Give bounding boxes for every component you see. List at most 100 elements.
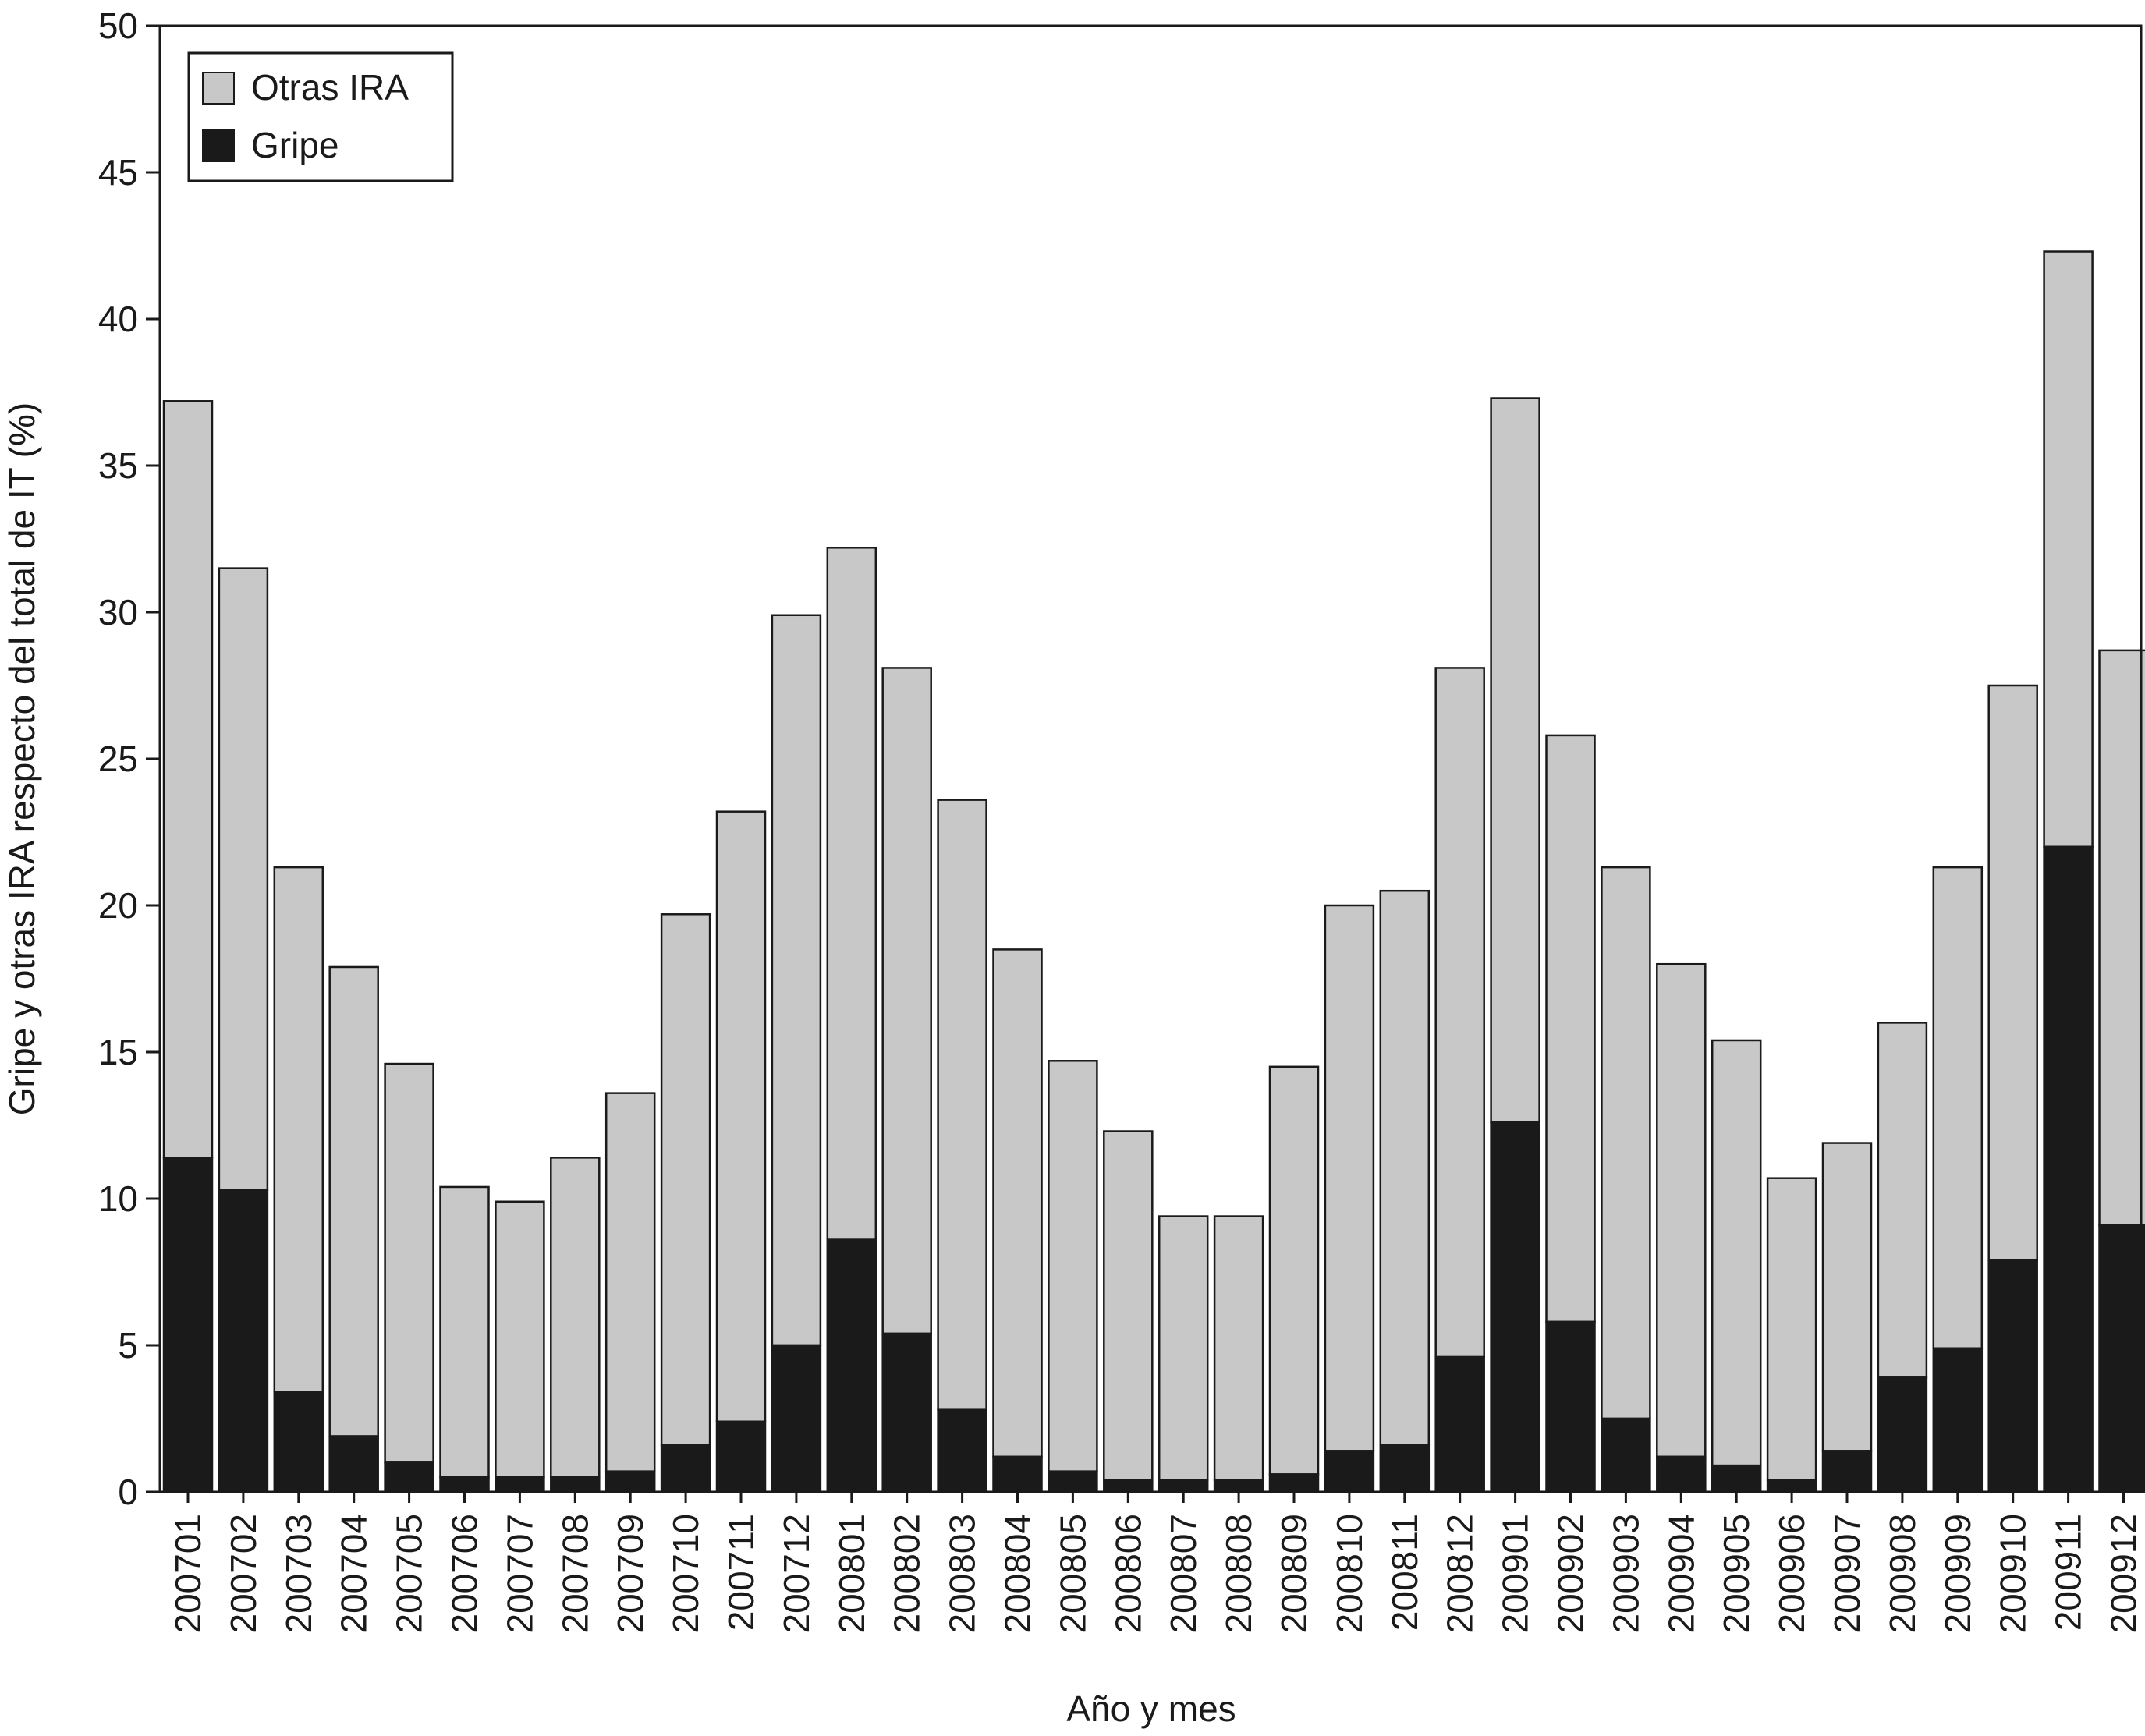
x-tick-label-200912: 200912 <box>2104 1514 2144 1634</box>
y-tick-label-25: 25 <box>98 739 138 779</box>
bar-gripe-200711 <box>715 1420 767 1493</box>
x-tick-label-200704: 200704 <box>334 1514 374 1634</box>
x-tick-label-200901: 200901 <box>1495 1514 1536 1634</box>
x-axis-label: Año y mes <box>1066 1688 1236 1729</box>
bar-gripe-200911 <box>2043 845 2094 1493</box>
bar-otras-ira-200909 <box>1932 866 1984 1350</box>
x-tick-label-200809: 200809 <box>1274 1514 1314 1634</box>
y-tick-label-45: 45 <box>98 152 138 193</box>
x-tick-label-200906: 200906 <box>1771 1514 1812 1634</box>
legend-label-gripe: Gripe <box>251 125 339 165</box>
bar-gripe-200904 <box>1656 1455 1707 1493</box>
bar-gripe-200801 <box>826 1238 878 1493</box>
x-tick-label-200804: 200804 <box>998 1514 1038 1634</box>
bar-otras-ira-200903 <box>1601 866 1651 1420</box>
bar-otras-ira-200703 <box>273 866 324 1394</box>
bar-otras-ira-200708 <box>550 1157 601 1479</box>
x-tick-label-200910: 200910 <box>1993 1514 2033 1634</box>
x-tick-label-200812: 200812 <box>1440 1514 1480 1634</box>
bar-otras-ira-200901 <box>1490 397 1540 1124</box>
x-tick-label-200711: 200711 <box>721 1514 761 1631</box>
y-tick-label-5: 5 <box>118 1325 138 1366</box>
bar-gripe-200701 <box>162 1157 214 1493</box>
x-tick-label-200905: 200905 <box>1716 1514 1757 1634</box>
x-tick-label-200802: 200802 <box>887 1514 927 1634</box>
bar-otras-ira-200910 <box>1987 684 2038 1262</box>
bar-otras-ira-200907 <box>1821 1142 1873 1452</box>
legend-swatch-otras-ira <box>202 72 235 105</box>
bar-gripe-200706 <box>439 1476 490 1493</box>
bar-otras-ira-200807 <box>1158 1215 1209 1482</box>
x-tick-label-200808: 200808 <box>1218 1514 1259 1634</box>
bar-otras-ira-200810 <box>1324 904 1375 1452</box>
x-tick-label-200712: 200712 <box>776 1514 817 1634</box>
bar-gripe-200909 <box>1932 1347 1984 1493</box>
y-tick-label-40: 40 <box>98 299 138 339</box>
bar-otras-ira-200804 <box>992 948 1043 1458</box>
x-tick-label-200801: 200801 <box>831 1514 872 1634</box>
x-tick-label-200706: 200706 <box>445 1514 485 1634</box>
bar-otras-ira-200704 <box>328 965 379 1437</box>
y-axis: 0 5 10 15 20 25 30 35 40 45 50 <box>98 5 160 1512</box>
x-tick-label-200810: 200810 <box>1329 1514 1370 1634</box>
bar-gripe-200907 <box>1821 1450 1873 1493</box>
bar-otras-ira-200912 <box>2098 649 2145 1227</box>
bar-gripe-200804 <box>992 1455 1043 1493</box>
bar-otras-ira-200811 <box>1379 889 1431 1447</box>
bar-gripe-200902 <box>1545 1320 1596 1493</box>
bar-gripe-200811 <box>1379 1444 1431 1493</box>
bar-otras-ira-200806 <box>1103 1130 1154 1482</box>
y-tick-label-15: 15 <box>98 1032 138 1072</box>
x-tick-label-200807: 200807 <box>1163 1514 1204 1634</box>
x-tick-label-200911: 200911 <box>2048 1514 2089 1631</box>
x-tick-label-200907: 200907 <box>1827 1514 1867 1634</box>
bar-otras-ira-200801 <box>826 547 878 1241</box>
y-tick-label-20: 20 <box>98 885 138 926</box>
bar-otras-ira-200707 <box>495 1200 545 1479</box>
bar-gripe-200704 <box>328 1435 379 1493</box>
y-tick-label-10: 10 <box>98 1178 138 1219</box>
bar-gripe-200708 <box>550 1476 601 1493</box>
bar-gripe-200702 <box>218 1189 269 1493</box>
bar-otras-ira-200803 <box>937 799 987 1411</box>
bar-otras-ira-200908 <box>1877 1022 1928 1379</box>
bar-gripe-200808 <box>1213 1479 1264 1493</box>
y-tick-label-0: 0 <box>118 1472 138 1512</box>
x-tick-label-200806: 200806 <box>1108 1514 1148 1634</box>
x-tick-label-200909: 200909 <box>1938 1514 1978 1634</box>
bar-gripe-200709 <box>604 1470 656 1493</box>
bar-otras-ira-200812 <box>1434 667 1485 1359</box>
bar-gripe-200908 <box>1877 1376 1928 1493</box>
legend-swatch-gripe <box>202 129 235 162</box>
bar-gripe-200910 <box>1987 1259 2038 1493</box>
bar-gripe-200903 <box>1601 1417 1651 1493</box>
x-tick-label-200908: 200908 <box>1882 1514 1923 1634</box>
bar-gripe-200806 <box>1103 1479 1154 1493</box>
x-tick-label-200701: 200701 <box>168 1514 208 1634</box>
legend-label-otras-ira: Otras IRA <box>251 67 409 108</box>
bar-gripe-200906 <box>1766 1479 1817 1493</box>
bar-otras-ira-200711 <box>715 810 767 1423</box>
bar-gripe-200805 <box>1048 1470 1098 1493</box>
bar-gripe-200901 <box>1490 1121 1540 1493</box>
bar-otras-ira-200809 <box>1268 1065 1320 1476</box>
bar-gripe-200810 <box>1324 1450 1375 1493</box>
x-tick-label-200707: 200707 <box>499 1514 540 1634</box>
bar-gripe-200812 <box>1434 1355 1485 1493</box>
bar-otras-ira-200905 <box>1711 1039 1762 1467</box>
bar-gripe-200905 <box>1711 1464 1762 1493</box>
bar-otras-ira-200705 <box>384 1062 434 1464</box>
x-tick-label-200705: 200705 <box>389 1514 430 1634</box>
bar-gripe-200807 <box>1158 1479 1209 1493</box>
x-tick-label-200904: 200904 <box>1661 1514 1701 1634</box>
x-tick-label-200903: 200903 <box>1605 1514 1646 1634</box>
x-tick-label-200902: 200902 <box>1551 1514 1591 1634</box>
bar-gripe-200705 <box>384 1461 434 1493</box>
y-axis-label: Gripe y otras IRA respecto del total de … <box>2 402 42 1115</box>
x-tick-label-200710: 200710 <box>665 1514 706 1634</box>
bar-otras-ira-200709 <box>604 1092 656 1472</box>
bars-group <box>162 250 2145 1493</box>
bar-gripe-200712 <box>771 1344 822 1493</box>
x-tick-label-200803: 200803 <box>942 1514 983 1634</box>
